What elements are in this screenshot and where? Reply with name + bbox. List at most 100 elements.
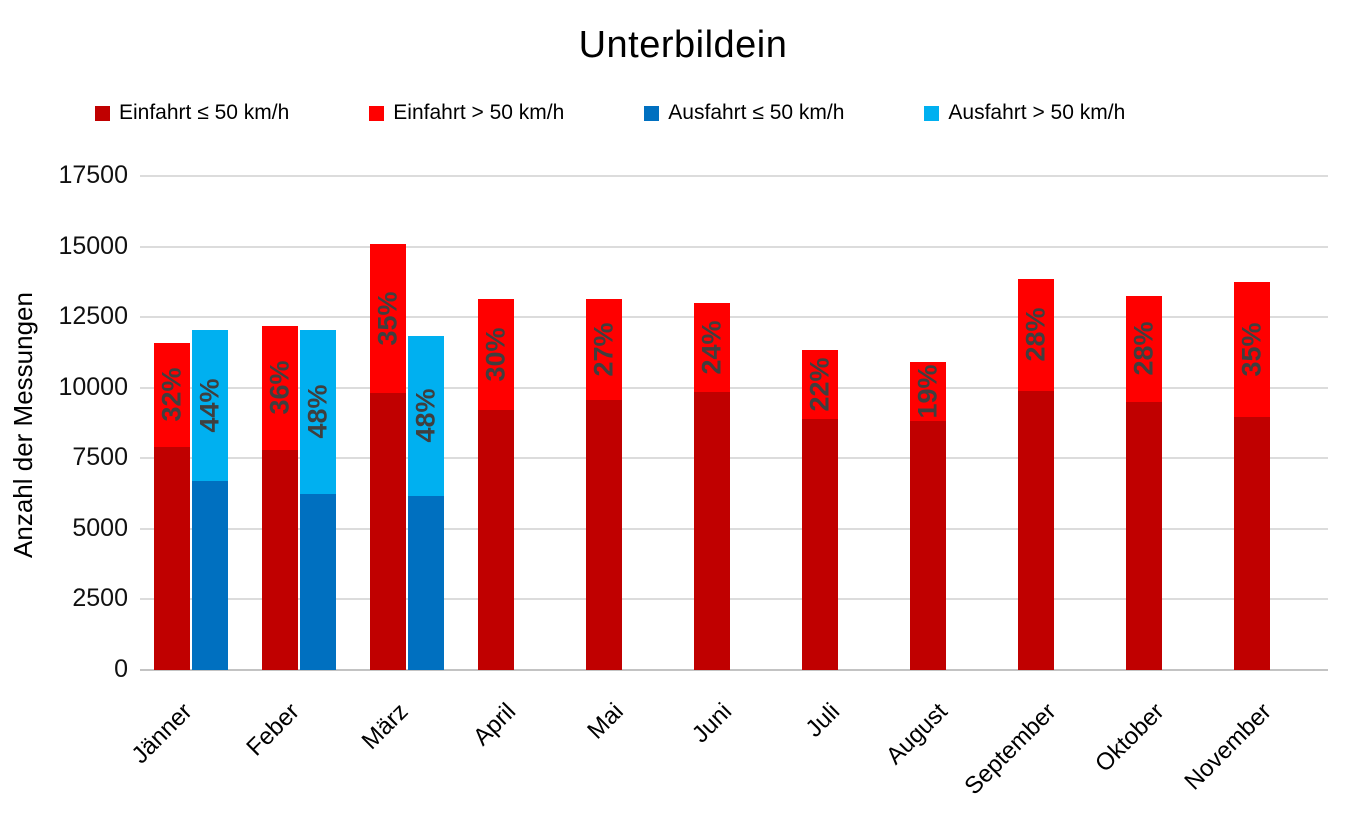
x-tick-label: April <box>468 698 522 752</box>
legend-item-ausfahrt_le50: Ausfahrt ≤ 50 km/h <box>644 101 844 125</box>
bar-stack-einfahrt: 30% <box>478 298 514 670</box>
pct-label: 48% <box>410 388 441 443</box>
y-tick-label: 0 <box>114 655 128 683</box>
y-tick-label: 17500 <box>58 161 128 189</box>
pct-label: 35% <box>1236 322 1267 377</box>
legend-item-ausfahrt_gt50: Ausfahrt > 50 km/h <box>924 101 1125 125</box>
bar-stack-einfahrt: 28% <box>1126 295 1162 670</box>
bar-segment-ausfahrt_le50 <box>192 480 228 670</box>
bar-segment-ausfahrt_le50 <box>300 493 336 670</box>
y-tick-label: 10000 <box>58 372 128 401</box>
bar-segment-einfahrt_le50 <box>1126 401 1162 670</box>
bar-segment-einfahrt_le50 <box>262 449 298 670</box>
legend-label-einfahrt_le50: Einfahrt ≤ 50 km/h <box>119 101 290 124</box>
pct-label: 35% <box>372 291 403 346</box>
x-tick-label: Mai <box>582 698 630 745</box>
y-tick-label: 7500 <box>72 443 128 472</box>
bar-segment-ausfahrt_gt50: 48% <box>408 335 444 497</box>
pct-label: 24% <box>696 320 727 375</box>
x-tick-label: Juni <box>686 698 738 749</box>
gridline <box>140 527 1328 530</box>
x-tick-label: September <box>958 698 1062 801</box>
pct-label: 30% <box>480 327 511 382</box>
bar-stack-einfahrt: 32% <box>154 342 190 670</box>
bar-stack-einfahrt: 35% <box>1234 281 1270 670</box>
bar-stack-einfahrt: 36% <box>262 325 298 670</box>
y-tick-label: 15000 <box>58 231 128 260</box>
bar-segment-einfahrt_le50 <box>586 400 622 670</box>
pct-label: 27% <box>588 322 619 377</box>
legend-swatch-einfahrt_gt50-icon <box>369 105 385 121</box>
gridline <box>140 386 1328 389</box>
bar-stack-ausfahrt: 44% <box>192 329 228 670</box>
bar-segment-einfahrt_gt50: 28% <box>1126 295 1162 402</box>
x-tick-label: August <box>881 698 954 770</box>
bar-segment-einfahrt_gt50: 28% <box>1018 279 1054 391</box>
gridline <box>140 316 1328 319</box>
bar-segment-ausfahrt_le50 <box>408 496 444 670</box>
chart-title: Unterbildein <box>578 24 788 66</box>
bar-segment-einfahrt_le50 <box>1234 417 1270 670</box>
bar-segment-einfahrt_le50 <box>1018 390 1054 670</box>
bar-stack-einfahrt: 35% <box>370 243 406 670</box>
pct-label: 28% <box>1020 307 1051 362</box>
y-tick-label: 12500 <box>58 302 128 331</box>
bar-segment-einfahrt_le50 <box>694 391 730 670</box>
bar-segment-einfahrt_le50 <box>154 447 190 670</box>
x-tick-label: Juli <box>800 698 846 743</box>
bar-stack-einfahrt: 27% <box>586 298 622 670</box>
bar-segment-einfahrt_gt50: 27% <box>586 298 622 401</box>
bar-segment-einfahrt_gt50: 30% <box>478 298 514 411</box>
gridline <box>140 245 1328 248</box>
pct-label: 44% <box>194 378 225 433</box>
x-tick-label: März <box>356 698 414 755</box>
x-tick-label: Feber <box>241 698 306 762</box>
y-axis-title: Anzahl der Messungen <box>8 292 38 558</box>
bar-segment-ausfahrt_gt50: 44% <box>192 329 228 481</box>
legend-swatch-ausfahrt_le50-icon <box>644 105 660 121</box>
gridline <box>140 457 1328 460</box>
x-tick-label: Jänner <box>126 698 198 769</box>
bar-stack-ausfahrt: 48% <box>300 329 336 670</box>
bar-segment-ausfahrt_gt50: 48% <box>300 329 336 494</box>
bar-stack-ausfahrt: 48% <box>408 335 444 670</box>
legend-label-ausfahrt_le50: Ausfahrt ≤ 50 km/h <box>668 101 845 124</box>
bar-segment-einfahrt_gt50: 22% <box>802 349 838 420</box>
pct-label: 48% <box>302 384 333 439</box>
legend: Einfahrt ≤ 50 km/h Einfahrt > 50 km/h Ausf… <box>95 101 1125 125</box>
y-tick-label: 5000 <box>72 513 128 542</box>
bar-segment-einfahrt_gt50: 35% <box>1234 281 1270 418</box>
bar-segment-einfahrt_gt50: 35% <box>370 243 406 394</box>
bar-stack-einfahrt: 28% <box>1018 279 1054 670</box>
legend-item-einfahrt_le50: Einfahrt ≤ 50 km/h <box>95 101 289 125</box>
pct-label: 32% <box>156 367 187 422</box>
legend-swatch-ausfahrt_gt50-icon <box>924 105 940 121</box>
legend-label-einfahrt_gt50: Einfahrt > 50 km/h <box>393 101 565 124</box>
bar-segment-einfahrt_gt50: 32% <box>154 342 190 447</box>
bar-stack-einfahrt: 19% <box>910 362 946 670</box>
bar-stack-einfahrt: 24% <box>694 303 730 670</box>
x-tick-label: November <box>1179 698 1278 796</box>
legend-swatch-einfahrt_le50-icon <box>95 105 110 121</box>
pct-label: 22% <box>804 357 835 412</box>
plot-area: 32% 44% 36% 48% 35% 48% 30% 27% 24% 22% 19% 28% 28% 3… <box>140 175 1328 671</box>
y-tick-label: 2500 <box>72 584 128 613</box>
gridline <box>140 175 1328 177</box>
bar-segment-einfahrt_le50 <box>802 419 838 670</box>
bar-stack-einfahrt: 22% <box>802 349 838 670</box>
pct-label: 19% <box>912 364 943 419</box>
bar-segment-einfahrt_gt50: 36% <box>262 325 298 450</box>
pct-label: 28% <box>1128 321 1159 376</box>
bar-segment-einfahrt_le50 <box>370 393 406 670</box>
gridline <box>140 598 1328 601</box>
bar-segment-einfahrt_gt50: 19% <box>910 362 946 421</box>
pct-label: 36% <box>264 360 295 415</box>
bar-segment-einfahrt_le50 <box>910 420 946 670</box>
gridline <box>140 669 1328 671</box>
legend-item-einfahrt_gt50: Einfahrt > 50 km/h <box>369 101 564 125</box>
legend-label-ausfahrt_gt50: Ausfahrt > 50 km/h <box>948 101 1126 124</box>
bar-segment-einfahrt_gt50: 24% <box>694 303 730 392</box>
x-tick-label: Oktober <box>1089 698 1170 778</box>
bar-segment-einfahrt_le50 <box>478 410 514 670</box>
